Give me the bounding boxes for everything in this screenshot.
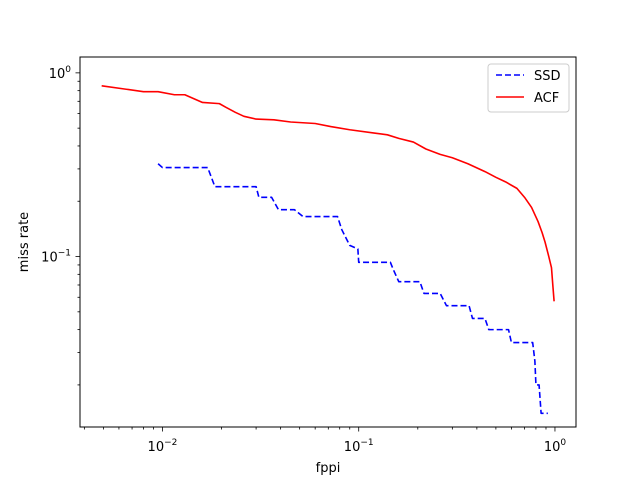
series-line-ssd bbox=[157, 163, 548, 415]
legend-label-ssd: SSD bbox=[534, 69, 561, 84]
series-layer bbox=[101, 85, 555, 415]
series-line-acf bbox=[101, 85, 555, 302]
x-tick-label: 10−1 bbox=[344, 438, 374, 455]
y-axis: 10−1 100 bbox=[41, 65, 80, 386]
legend-label-acf: ACF bbox=[534, 91, 559, 106]
plot-area bbox=[80, 57, 576, 427]
x-tick-label: 100 bbox=[544, 438, 567, 455]
x-axis-label: fppi bbox=[316, 461, 341, 476]
y-tick-label: 10−1 bbox=[41, 249, 71, 266]
legend: SSD ACF bbox=[487, 63, 570, 113]
legend-box bbox=[487, 63, 570, 113]
y-tick-label: 100 bbox=[49, 65, 72, 82]
x-axis: 10−2 10−1 100 bbox=[83, 427, 567, 455]
x-tick-label: 10−2 bbox=[148, 438, 178, 455]
y-axis-label: miss rate bbox=[17, 212, 32, 272]
